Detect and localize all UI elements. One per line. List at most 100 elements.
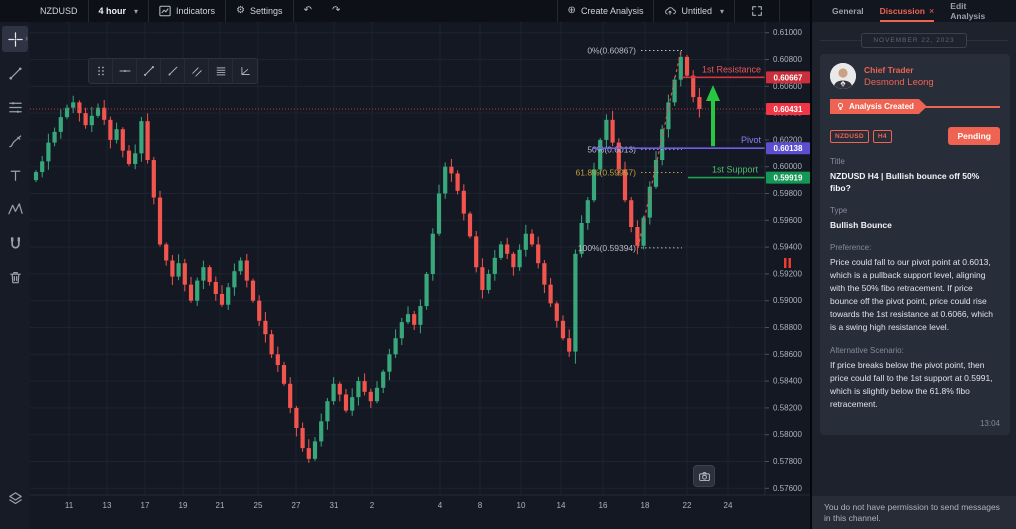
- svg-text:0.60000: 0.60000: [773, 162, 802, 171]
- fib-levels-button[interactable]: [209, 59, 233, 83]
- svg-text:0.59200: 0.59200: [773, 269, 802, 278]
- svg-text:27: 27: [292, 501, 301, 510]
- redo-button[interactable]: ↷: [322, 0, 350, 22]
- author-name[interactable]: Desmond Leong: [864, 77, 934, 88]
- floating-drawing-toolbar: [88, 58, 258, 84]
- trash-tool-button[interactable]: [2, 264, 28, 290]
- date-divider: NOVEMBER 22, 2023: [820, 33, 1008, 48]
- ray-line-icon: [166, 64, 180, 78]
- price-tag: 0.59919: [766, 171, 810, 184]
- preference-text: Price could fall to our pivot point at 0…: [830, 257, 994, 332]
- analysis-type: Bullish Bounce: [830, 220, 892, 230]
- angle-tool-icon: [238, 64, 252, 78]
- pause-marker-icon: [784, 258, 791, 268]
- candles: [33, 50, 702, 463]
- tab-general[interactable]: General: [832, 0, 864, 22]
- svg-text:0.58200: 0.58200: [773, 403, 802, 412]
- symbol-label: NZDUSD: [40, 6, 78, 16]
- tab-discussion-label: Discussion: [879, 6, 926, 16]
- svg-text:11: 11: [65, 501, 74, 510]
- undo-button[interactable]: ↶: [294, 0, 322, 22]
- divider: [653, 0, 655, 22]
- analysis-created-banner: Analysis Created: [830, 99, 1000, 114]
- svg-text:0.58400: 0.58400: [773, 377, 802, 386]
- level-label: Pivot: [741, 135, 762, 145]
- svg-text:0.60667: 0.60667: [774, 73, 803, 82]
- svg-text:22: 22: [683, 501, 692, 510]
- svg-text:16: 16: [599, 501, 608, 510]
- tab-edit-analysis[interactable]: Edit Analysis: [950, 0, 996, 22]
- text-tool-tool-button[interactable]: [2, 162, 28, 188]
- svg-text:0.59800: 0.59800: [773, 189, 802, 198]
- svg-text:2: 2: [370, 501, 375, 510]
- fib-retracement-tool-button[interactable]: [2, 94, 28, 120]
- screenshot-button[interactable]: [693, 465, 715, 487]
- symbol-button[interactable]: NZDUSD: [30, 0, 88, 22]
- svg-text:0.60431: 0.60431: [774, 105, 803, 114]
- svg-text:0.58000: 0.58000: [773, 430, 802, 439]
- expand-sidebar-arrow-icon[interactable]: ›: [25, 33, 28, 43]
- status-badge: Pending: [948, 127, 1000, 145]
- brush-tool-button[interactable]: [2, 128, 28, 154]
- trend-line-tool-button[interactable]: [2, 60, 28, 86]
- indicators-button[interactable]: Indicators: [149, 0, 225, 22]
- svg-text:17: 17: [141, 501, 150, 510]
- svg-text:0.59919: 0.59919: [774, 174, 803, 183]
- plus-circle-icon: ⊕: [567, 5, 576, 16]
- trend-line-button[interactable]: [137, 59, 161, 83]
- cloud-upload-icon: [664, 5, 677, 17]
- analysis-title: NZDUSD H4 | Bullish bounce off 50% fibo?: [830, 171, 980, 193]
- svg-text:0.61000: 0.61000: [773, 28, 802, 37]
- crosshair-tool-button[interactable]: [2, 26, 28, 52]
- indicators-icon: [159, 5, 171, 17]
- pair-badge: H4: [872, 129, 892, 143]
- close-tab-icon[interactable]: ×: [929, 6, 935, 16]
- price-tag: 0.60431: [766, 102, 810, 115]
- analysis-message-card: Chief Trader Desmond Leong Analysis Crea…: [820, 54, 1010, 435]
- create-analysis-button[interactable]: ⊕ Create Analysis: [558, 0, 654, 22]
- xabcd-pattern-tool-button[interactable]: [2, 196, 28, 222]
- svg-text:19: 19: [179, 501, 188, 510]
- divider: [87, 0, 89, 22]
- svg-text:0.57600: 0.57600: [773, 484, 802, 493]
- tab-discussion[interactable]: Discussion ×: [879, 0, 935, 22]
- trend-dashed-line: [637, 50, 682, 249]
- svg-text:0.58800: 0.58800: [773, 323, 802, 332]
- timeframe-dropdown[interactable]: 4 hour ▾: [89, 0, 149, 22]
- horizontal-line-icon: [118, 64, 132, 78]
- layout-name: Untitled: [681, 6, 712, 16]
- divider: [292, 0, 294, 22]
- settings-button[interactable]: ⚙ Settings: [226, 0, 293, 22]
- svg-text:0.57800: 0.57800: [773, 457, 802, 466]
- price-axis[interactable]: 0.610000.608000.606000.604000.602000.600…: [765, 28, 802, 493]
- text-tool-icon: [7, 167, 24, 184]
- drag-handle-button[interactable]: [89, 59, 113, 83]
- horizontal-line-button[interactable]: [113, 59, 137, 83]
- svg-text:14: 14: [557, 501, 566, 510]
- layout-dropdown[interactable]: Untitled ▾: [654, 0, 734, 22]
- svg-text:0.59400: 0.59400: [773, 243, 802, 252]
- time-axis[interactable]: 11 13 17 19 21 25 27 31 2 4 8 10 14 16 18 22 24: [65, 501, 733, 510]
- fib-retracement-overlay: 0%(0.60867) 50%(0.6013) 61.8%(0.59957) 100%…: [576, 46, 682, 253]
- trash-icon: [7, 269, 24, 286]
- layers-tool-button[interactable]: [2, 485, 28, 511]
- badges-row: NZDUSD H4 Pending: [830, 127, 1000, 145]
- banner-label: Analysis Created: [849, 102, 914, 111]
- camera-icon: [698, 471, 710, 481]
- fullscreen-button[interactable]: [735, 0, 779, 22]
- magnet-tool-button[interactable]: [2, 230, 28, 256]
- angle-tool-button[interactable]: [233, 59, 257, 83]
- create-analysis-label: Create Analysis: [580, 6, 644, 16]
- fib-label: 100%(0.59394): [578, 243, 636, 253]
- xabcd-pattern-icon: [7, 201, 24, 218]
- svg-text:0.59600: 0.59600: [773, 216, 802, 225]
- ray-line-button[interactable]: [161, 59, 185, 83]
- fib-label: 50%(0.6013): [587, 144, 636, 154]
- top-toolbar: NZDUSD 4 hour ▾ Indicators ⚙ Settings ↶ …: [0, 0, 810, 22]
- svg-text:0.60800: 0.60800: [773, 55, 802, 64]
- parallel-channel-icon: [190, 64, 204, 78]
- type-label: Type: [830, 206, 848, 215]
- parallel-channel-button[interactable]: [185, 59, 209, 83]
- price-chart[interactable]: 0%(0.60867) 50%(0.6013) 61.8%(0.59957) 100%…: [30, 22, 810, 529]
- fib-label: 61.8%(0.59957): [576, 167, 637, 177]
